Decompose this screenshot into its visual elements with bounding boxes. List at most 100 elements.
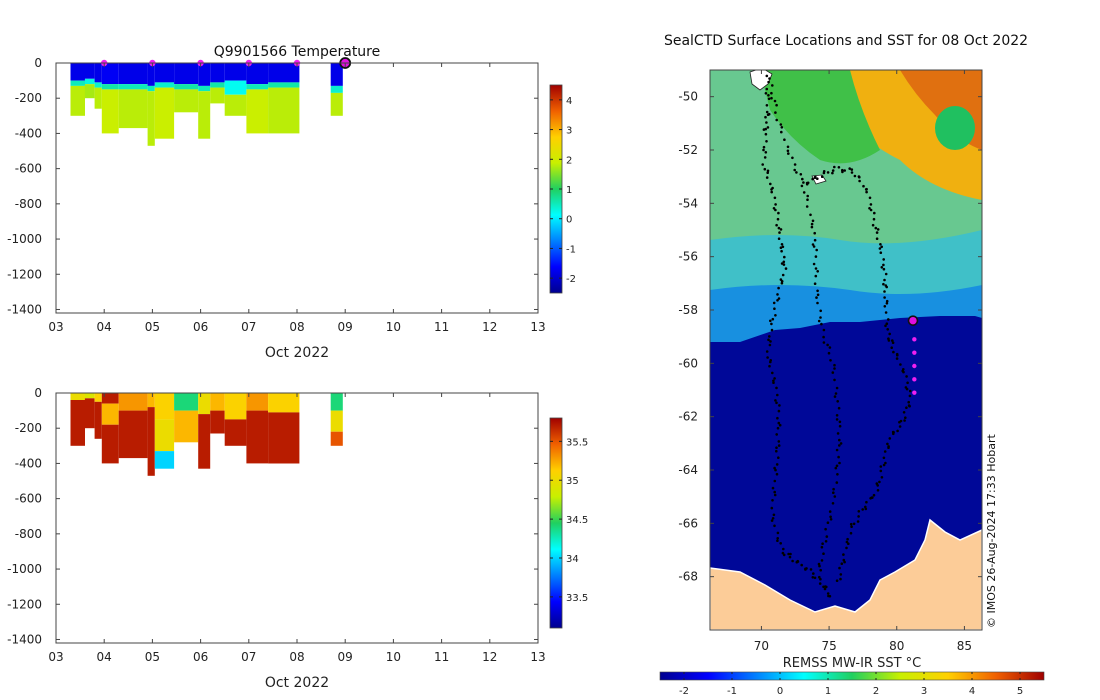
track-point [779, 542, 782, 545]
colorbar-tick-label: 35 [566, 476, 579, 487]
profile-cell [174, 89, 199, 113]
track-point [795, 171, 798, 174]
profile-cell [118, 63, 148, 85]
track-point [791, 156, 794, 160]
track-point [819, 577, 822, 581]
x-tick-label: 12 [482, 320, 497, 334]
sst-eddy [935, 106, 975, 150]
track-point [806, 194, 809, 198]
profile-cell [174, 393, 199, 411]
profile-cell [210, 410, 225, 434]
track-point [771, 517, 775, 520]
track-point [831, 169, 835, 172]
track-point [822, 170, 826, 173]
recent-position [912, 390, 917, 395]
profile-cell [174, 410, 199, 443]
track-point [868, 207, 871, 210]
track-point [780, 243, 784, 246]
track-point [883, 296, 886, 299]
salinity-y-ticks: 0 -200 -400 -600 -800 -1000 -1200 -1400 [7, 386, 538, 646]
x-tick-label: 12 [482, 650, 497, 664]
track-point [801, 177, 804, 181]
profile-cell [84, 63, 95, 79]
track-point [873, 211, 876, 215]
track-point [885, 322, 889, 326]
track-point [898, 420, 901, 424]
profile-cell [198, 63, 211, 86]
y-tick-label: -60 [678, 356, 698, 370]
track-point [845, 546, 848, 550]
track-point [838, 461, 841, 465]
x-tick-label: 08 [289, 650, 304, 664]
sst-field [710, 70, 982, 630]
track-point [775, 463, 779, 466]
x-tick-label: 13 [530, 320, 545, 334]
x-tick-label: 11 [434, 320, 449, 334]
track-point [774, 203, 777, 206]
colorbar-tick-label: 2 [873, 686, 879, 697]
track-point [778, 404, 781, 407]
track-point [813, 576, 817, 580]
track-point [782, 553, 786, 557]
y-tick-label: -54 [678, 196, 698, 210]
track-point [776, 426, 780, 430]
track-point [819, 309, 822, 313]
track-point [883, 290, 886, 293]
track-point [847, 542, 850, 545]
track-point [884, 272, 888, 276]
track-point [899, 363, 902, 366]
track-point [869, 497, 872, 500]
track-point [772, 301, 776, 305]
track-point [864, 188, 868, 191]
colorbar-tick-label: -1 [566, 244, 576, 255]
profile-cell [94, 393, 102, 402]
track-point [892, 432, 895, 436]
track-point [838, 420, 842, 424]
colorbar-tick-label: 35.5 [566, 437, 588, 448]
track-point [768, 364, 771, 368]
profile-cell [84, 78, 95, 85]
profile-cell [101, 424, 119, 464]
track-point [871, 223, 875, 227]
salinity-x-label: Oct 2022 [265, 675, 329, 691]
map-title: SealCTD Surface Locations and SST for 08… [664, 33, 1028, 49]
y-tick-label: -58 [678, 303, 698, 317]
profile-cell [154, 451, 175, 469]
track-point [776, 217, 780, 221]
track-point [880, 266, 884, 269]
colorbar-tick-label: -2 [679, 686, 689, 697]
track-point [826, 592, 830, 595]
track-point [838, 444, 841, 447]
track-point [831, 171, 834, 175]
temperature-x-ticks: 03 04 05 06 07 08 09 10 11 12 13 [48, 63, 546, 334]
colorbar-tick-label: 34.5 [566, 515, 588, 526]
track-point [875, 237, 879, 240]
track-point [777, 297, 781, 300]
colorbar-tick-label: 4 [566, 96, 572, 107]
track-point [777, 440, 781, 443]
track-point [821, 542, 824, 545]
track-point [781, 551, 785, 555]
profile-cell [246, 63, 269, 85]
track-point [767, 94, 770, 97]
y-tick-label: -68 [678, 570, 698, 584]
track-point [805, 205, 809, 208]
x-tick-label: 05 [145, 650, 160, 664]
track-point [903, 419, 906, 422]
recent-position [912, 363, 917, 369]
track-point [765, 104, 769, 107]
track-point [761, 163, 764, 166]
track-point [782, 263, 786, 266]
track-point [811, 219, 815, 223]
track-point [765, 176, 769, 179]
track-point [892, 350, 895, 354]
track-point [908, 389, 912, 393]
x-tick-label: 08 [289, 320, 304, 334]
salinity-colorbar-ticks: 35.5 35 34.5 34 33.5 [550, 437, 588, 604]
track-point [890, 346, 893, 350]
y-tick-label: -1400 [7, 632, 42, 646]
colorbar-tick-label: 1 [825, 686, 831, 697]
track-point [836, 432, 840, 435]
track-point [776, 537, 779, 540]
track-point [853, 174, 857, 178]
